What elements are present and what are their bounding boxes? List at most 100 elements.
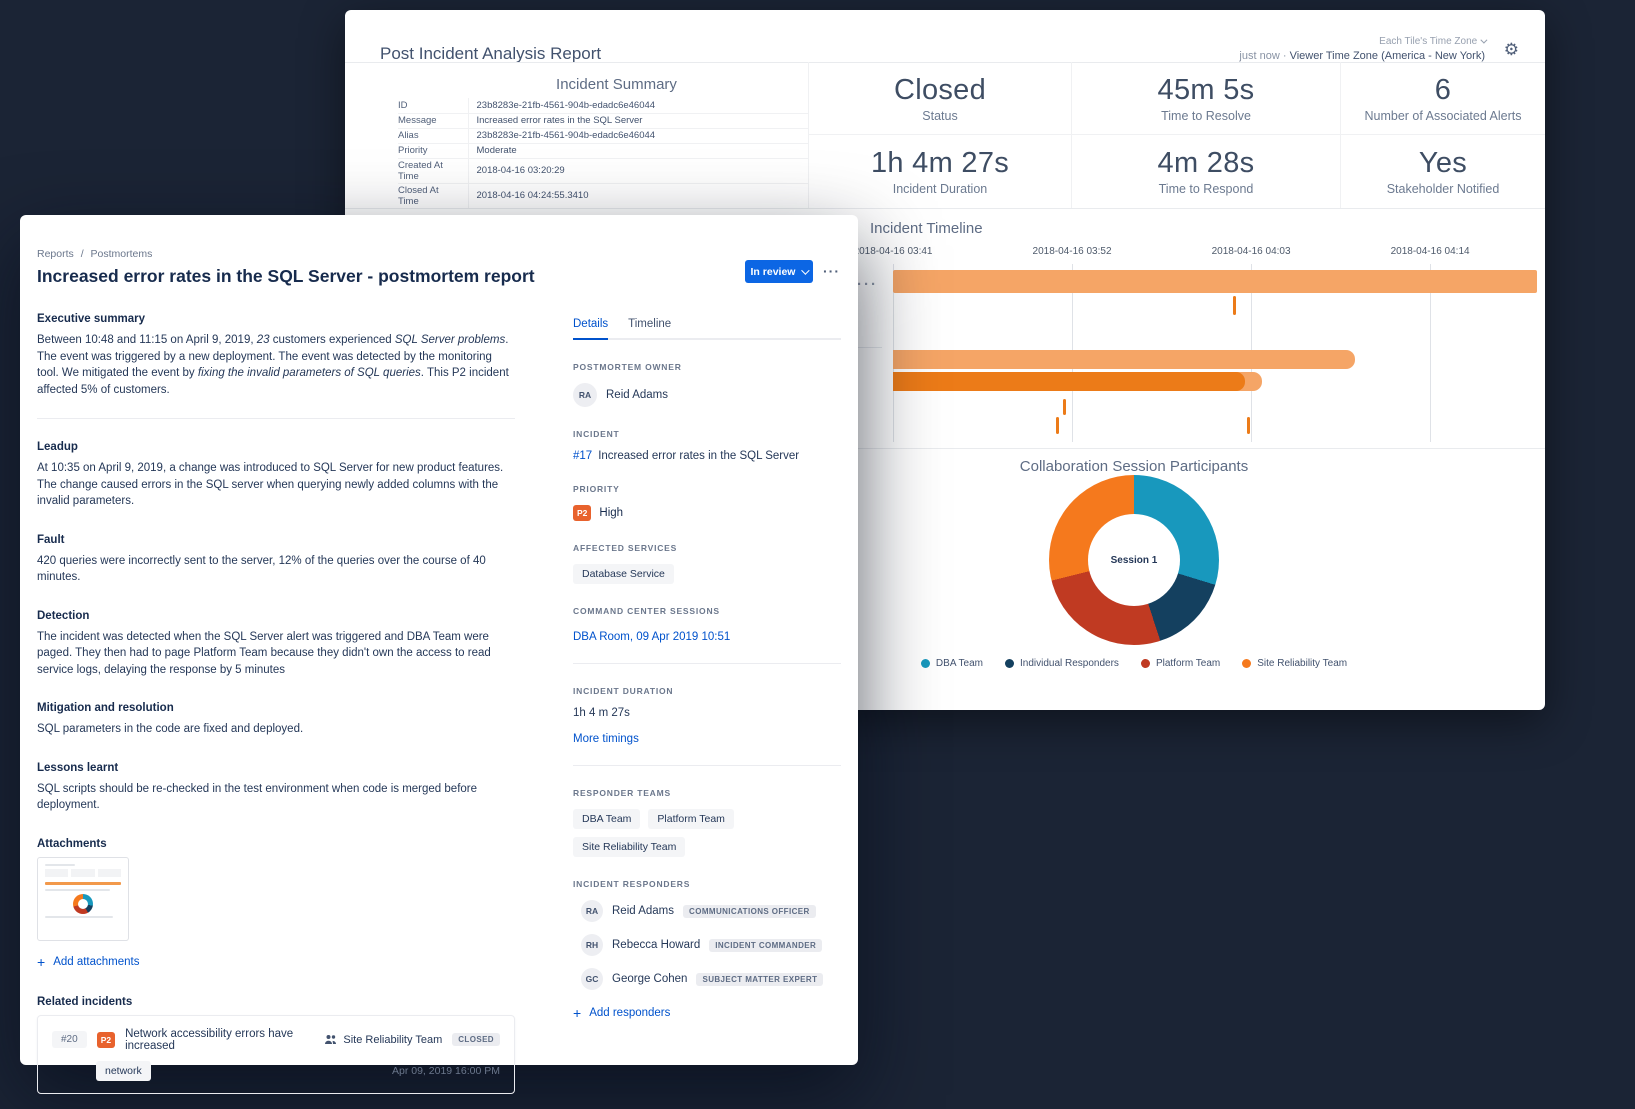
incident-date: Apr 09, 2019 16:00 PM	[392, 1064, 500, 1077]
avatar: RA	[581, 900, 603, 922]
donut-legend: DBA Team Individual Responders Platform …	[920, 658, 1347, 669]
page-title: Increased error rates in the SQL Server …	[37, 266, 535, 286]
breadcrumb-postmortems-link[interactable]: Postmortems	[90, 248, 153, 260]
timeline-bar-resolve-span-dark	[893, 372, 1246, 391]
breadcrumb-reports-link[interactable]: Reports	[37, 248, 74, 260]
field-incident-duration: INCIDENT DURATION 1h 4 m 27s More timing…	[573, 686, 841, 747]
section-heading: Executive summary	[37, 313, 146, 325]
people-icon	[324, 1034, 337, 1045]
legend-item: Site Reliability Team	[1242, 658, 1347, 669]
field-command-center-sessions: COMMAND CENTER SESSIONS DBA Room, 09 Apr…	[573, 606, 731, 643]
section-heading: Fault	[37, 533, 65, 546]
field-postmortem-owner: POSTMORTEM OWNER RA Reid Adams	[573, 362, 841, 407]
tile-incident-duration: 1h 4m 27s Incident Duration	[808, 135, 1071, 208]
priority-badge: P2	[573, 505, 592, 521]
thumb-line	[45, 863, 76, 866]
tile-status: Closed Status	[808, 62, 1071, 135]
tile-time-to-resolve: 45m 5s Time to Resolve	[1071, 62, 1340, 135]
thumb-donut	[73, 893, 93, 914]
tab-details[interactable]: Details	[573, 318, 609, 340]
timeline-event-marker	[1247, 417, 1251, 434]
thumb-line	[45, 888, 110, 891]
responder-team: Site Reliability Team	[324, 1034, 442, 1046]
team-tag: Site Reliability Team	[573, 837, 686, 857]
chevron-down-icon	[1480, 36, 1488, 44]
participants-donut-chart: Session 1	[1049, 475, 1219, 645]
report-body: Executive summary Between 10:48 and 11:1…	[37, 313, 515, 1109]
incident-timeline-title: Incident Timeline	[870, 220, 983, 237]
plus-icon: +	[37, 953, 46, 970]
timeline-axis-label: 2018-04-16 03:41	[851, 246, 935, 257]
timeline-axis-label: 2018-04-16 04:14	[1388, 246, 1472, 257]
incident-link-line: #17 Increased error rates in the SQL Serv…	[573, 450, 800, 462]
table-row: Created At Time 2018-04-16 03:20:29	[398, 158, 808, 184]
section-heading: Lessons learnt	[37, 761, 119, 774]
legend-item: Platform Team	[1140, 658, 1220, 669]
team-tag: Platform Team	[648, 809, 734, 829]
donut-center-label: Session 1	[1110, 554, 1158, 566]
attachment-thumbnail[interactable]	[37, 856, 129, 941]
field-responder-teams: RESPONDER TEAMS DBA Team Platform Team S…	[573, 788, 841, 857]
timeline-bar-response-span	[893, 350, 1355, 369]
details-tabs: Details Timeline	[573, 318, 841, 340]
metric-tiles: Closed Status 45m 5s Time to Resolve 6 Numb…	[808, 62, 1545, 208]
timeline-event-marker	[1233, 296, 1237, 315]
section-mitigation: Mitigation and resolution SQL parameters…	[37, 702, 515, 738]
service-tag: Database Service	[573, 564, 674, 584]
section-related-incidents: Related incidents #20 P2 Network accessi…	[37, 996, 515, 1109]
responder-row: RH Rebecca Howard INCIDENT COMMANDER	[573, 934, 841, 956]
status-dropdown-button[interactable]: In review	[745, 260, 813, 283]
table-row: Message Increased error rates in the SQL …	[398, 113, 808, 129]
details-panel: Details Timeline POSTMORTEM OWNER RA Rei…	[573, 318, 841, 1023]
legend-dot-icon	[1004, 659, 1014, 668]
timeline-event-marker	[1055, 417, 1059, 434]
thumb-tiles	[45, 868, 121, 877]
table-row: Closed At Time 2018-04-16 04:24:55.3410	[398, 183, 808, 209]
plus-icon: +	[37, 1108, 45, 1109]
team-tag: DBA Team	[573, 809, 641, 829]
viewer-timezone[interactable]: just now · Viewer Time Zone (America - N…	[1239, 50, 1485, 62]
divider	[850, 347, 882, 348]
section-fault: Fault 420 queries were incorrectly sent …	[37, 534, 515, 586]
legend-item: DBA Team	[920, 658, 983, 669]
incident-id-badge: #20	[52, 1031, 87, 1048]
section-executive-summary: Executive summary Between 10:48 and 11:1…	[37, 313, 515, 398]
timeline-bar-incident-span	[893, 270, 1537, 293]
field-incident: INCIDENT #17 Increased error rates in the…	[573, 429, 841, 462]
related-incident-card[interactable]: #20 P2 Network accessibility errors have…	[37, 1014, 515, 1094]
section-body: The incident was detected when the SQL S…	[37, 630, 491, 676]
thumb-bar	[45, 881, 121, 885]
section-body: SQL parameters in the code are fixed and…	[37, 723, 304, 735]
incident-summary-table: ID 23b8283e-21fb-4561-904b-edadc6e46044 M…	[398, 98, 808, 209]
avatar: RH	[581, 934, 603, 956]
tile-associated-alerts: 6 Number of Associated Alerts	[1340, 62, 1545, 135]
gear-icon[interactable]: ⚙	[1503, 40, 1519, 59]
timezone-header: Each Tile's Time Zone just now · Viewer …	[1239, 36, 1488, 62]
tile-time-to-respond: 4m 28s Time to Respond	[1071, 135, 1340, 208]
session-link[interactable]: DBA Room, 09 Apr 2019 10:51	[573, 631, 731, 643]
incident-id-link[interactable]: #17	[573, 450, 593, 462]
section-divider	[37, 418, 515, 419]
donut-hole: Session 1	[1088, 514, 1180, 606]
tile-timezone-selector[interactable]: Each Tile's Time Zone	[1239, 36, 1488, 47]
timeline-row-actions-icon[interactable]: ···	[857, 276, 878, 293]
tab-timeline[interactable]: Timeline	[628, 318, 672, 330]
legend-dot-icon	[1140, 659, 1150, 668]
report-title: Post Incident Analysis Report	[380, 44, 602, 63]
section-leadup: Leadup At 10:35 on April 9, 2019, a chan…	[37, 441, 515, 510]
field-incident-responders: INCIDENT RESPONDERS RA Reid Adams COMMUN…	[573, 879, 841, 1023]
timeline-gridline	[1430, 264, 1432, 442]
avatar: RA	[573, 383, 597, 407]
section-heading: Mitigation and resolution	[37, 702, 174, 714]
related-incident-meta: network Apr 09, 2019 16:00 PM	[52, 1060, 500, 1081]
add-attachments-link[interactable]: + Add attachments	[37, 953, 140, 970]
table-row: Alias 23b8283e-21fb-4561-904b-edadc6e4604…	[398, 128, 808, 144]
related-incident-row: #20 P2 Network accessibility errors have…	[52, 1028, 500, 1052]
section-attachments: Attachments + Add attachments	[37, 838, 515, 972]
more-actions-button[interactable]: ···	[823, 263, 840, 279]
more-timings-link[interactable]: More timings	[573, 733, 639, 745]
postmortem-report-window: Reports / Postmortems Increased error ra…	[20, 215, 858, 1109]
add-responders-link[interactable]: + Add responders	[573, 1005, 671, 1021]
owner-person: RA Reid Adams	[573, 383, 841, 407]
